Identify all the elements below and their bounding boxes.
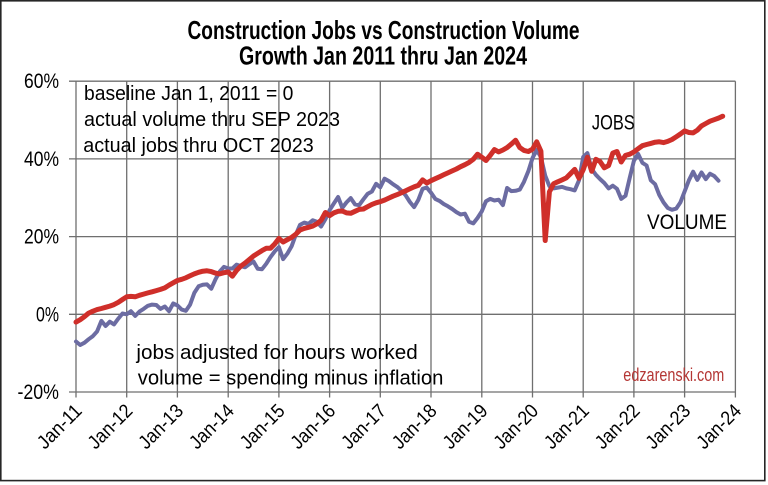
svg-text:baseline Jan 1, 2011 = 0: baseline Jan 1, 2011 = 0 (84, 83, 293, 105)
svg-text:Growth Jan 2011 thru Jan 2024: Growth Jan 2011 thru Jan 2024 (239, 41, 527, 71)
svg-text:60%: 60% (24, 69, 59, 93)
svg-text:0%: 0% (36, 302, 59, 326)
svg-text:actual jobs thru OCT 2023: actual jobs thru OCT 2023 (83, 135, 313, 157)
svg-text:-20%: -20% (18, 380, 60, 404)
svg-text:20%: 20% (24, 225, 59, 249)
svg-text:actual volume thru SEP 2023: actual volume thru SEP 2023 (84, 109, 340, 131)
svg-text:edzarenski.com: edzarenski.com (623, 365, 724, 385)
svg-text:40%: 40% (24, 147, 59, 171)
svg-text:VOLUME: VOLUME (647, 211, 727, 234)
svg-text:volume = spending minus inflat: volume = spending minus inflation (138, 368, 444, 390)
svg-text:Construction Jobs vs Construct: Construction Jobs vs Construction Volume (188, 15, 580, 45)
svg-text:jobs adjusted for hours worked: jobs adjusted for hours worked (135, 342, 417, 364)
svg-text:JOBS: JOBS (592, 111, 635, 134)
